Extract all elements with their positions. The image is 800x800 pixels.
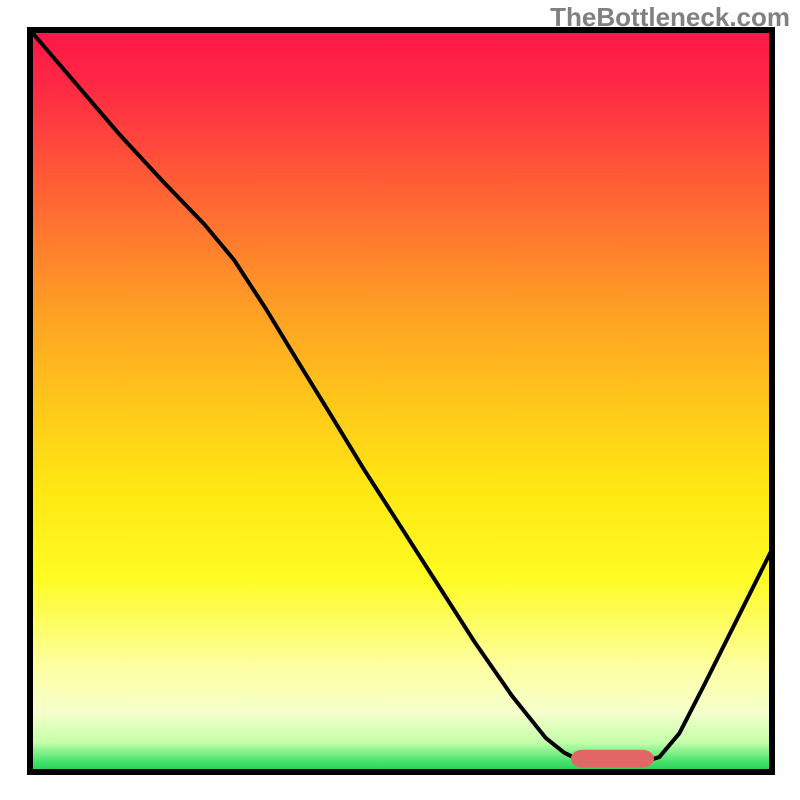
bottleneck-curve-chart (0, 0, 800, 800)
watermark: TheBottleneck.com (550, 2, 790, 33)
